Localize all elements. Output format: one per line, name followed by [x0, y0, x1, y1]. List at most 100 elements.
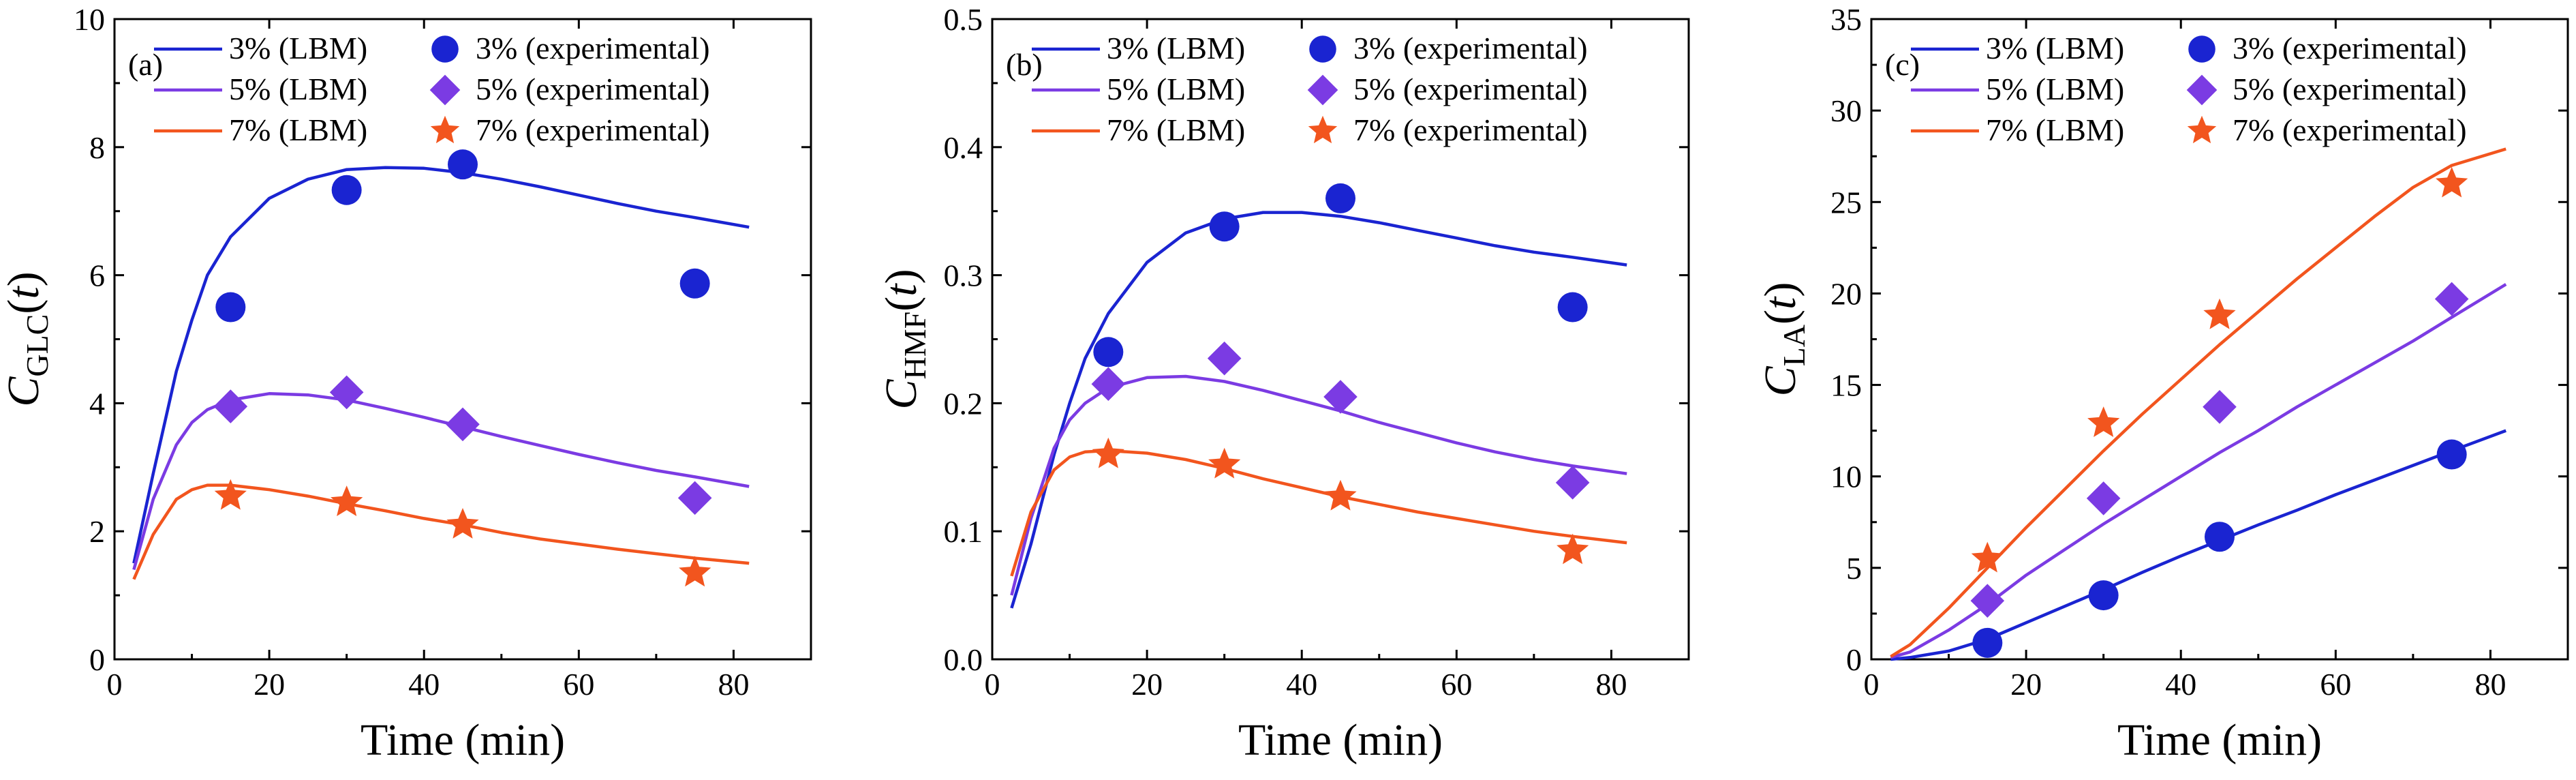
data-point-5pct: [2203, 389, 2237, 424]
x-tick-label: 80: [1595, 667, 1627, 702]
panel-label: (a): [128, 47, 163, 82]
x-axis-title: Time (min): [2117, 715, 2322, 765]
y-tick-label: 0.5: [944, 2, 983, 37]
data-point-3pct: [2205, 522, 2235, 552]
panel-c: 0 20 40 60 80 0 5 10 15 20 25 30 35 Time (min) CLA(t) (…: [1755, 2, 2569, 765]
data-point-3pct: [2088, 580, 2119, 611]
x-tick-label: 0: [1864, 667, 1880, 702]
plot-area: [1890, 147, 2507, 661]
legend: 3% (LBM) 5% (LBM) 7% (LBM) 3% (experimental…: [1032, 31, 1588, 147]
y-tick-label: 6: [89, 258, 105, 293]
legend-marker-swatch: [1309, 35, 1336, 63]
data-point-7pct: [2087, 406, 2120, 437]
legend-label: 5% (LBM): [1107, 72, 1245, 106]
data-point-3pct: [1972, 627, 2003, 658]
y-tick-label: 25: [1830, 185, 1862, 220]
data-point-5pct: [677, 481, 712, 515]
y-tick-label: 0.0: [944, 642, 983, 677]
panel-label: (b): [1006, 47, 1043, 82]
data-point-3pct: [215, 292, 246, 322]
data-point-5pct: [1323, 380, 1358, 414]
data-point-3pct: [448, 149, 478, 180]
y-tick-label: 30: [1830, 93, 1862, 128]
data-point-5pct: [446, 407, 480, 442]
x-tick-label: 20: [2010, 667, 2042, 702]
y-tick-label: 0: [89, 642, 105, 677]
legend-label: 5% (experimental): [476, 72, 710, 106]
data-point-7pct: [2203, 298, 2236, 329]
legend: 3% (LBM) 5% (LBM) 7% (LBM) 3% (experimental…: [154, 31, 710, 147]
x-tick-label: 60: [2320, 667, 2351, 702]
legend-label: 5% (experimental): [1353, 72, 1588, 106]
data-point-5pct: [1091, 367, 1126, 402]
legend-marker-swatch: [2186, 74, 2218, 106]
data-point-3pct: [1557, 292, 1588, 322]
y-tick-label: 10: [1830, 460, 1862, 494]
y-tick-label: 0.4: [944, 130, 983, 165]
data-point-3pct: [1093, 337, 1124, 368]
x-tick-label: 80: [2474, 667, 2506, 702]
series-line-3pct: [1010, 211, 1627, 609]
y-tick-label: 10: [74, 2, 105, 37]
data-point-7pct: [446, 508, 479, 539]
legend-marker-swatch: [1307, 74, 1338, 106]
y-tick-label: 0.1: [944, 514, 983, 549]
data-point-3pct: [1209, 211, 1240, 242]
x-tick-label: 0: [107, 667, 123, 702]
legend-label: 7% (experimental): [1353, 112, 1588, 147]
data-point-7pct: [1557, 533, 1589, 565]
series-line-5pct: [132, 392, 750, 571]
y-axis-title: CGLC(t): [0, 271, 55, 406]
y-tick-label: 8: [89, 130, 105, 165]
y-tick-label: 20: [1830, 276, 1862, 311]
data-point-3pct: [679, 268, 710, 299]
y-axis-title: CLA(t): [1755, 282, 1811, 397]
legend-label: 5% (LBM): [229, 72, 367, 106]
panel-label: (c): [1885, 47, 1920, 82]
y-tick-label: 5: [1846, 551, 1862, 586]
legend-label: 7% (LBM): [1986, 112, 2124, 147]
data-point-5pct: [1207, 341, 1242, 376]
legend-marker-swatch: [2187, 115, 2217, 144]
data-point-7pct: [679, 556, 711, 587]
y-tick-label: 4: [89, 386, 105, 421]
data-point-5pct: [329, 375, 364, 410]
legend-marker-swatch: [2188, 35, 2215, 63]
legend-label: 5% (experimental): [2233, 72, 2467, 106]
legend-marker-swatch: [429, 74, 461, 106]
legend: 3% (LBM) 5% (LBM) 7% (LBM) 3% (experimental…: [1911, 31, 2467, 147]
y-tick-label: 35: [1830, 2, 1862, 37]
legend-marker-swatch: [431, 35, 459, 63]
data-point-7pct: [2436, 166, 2468, 198]
x-tick-label: 80: [718, 667, 749, 702]
series-line-7pct: [1890, 147, 2506, 658]
x-tick-label: 40: [2165, 667, 2196, 702]
data-point-7pct: [1208, 447, 1241, 479]
data-point-5pct: [213, 389, 248, 423]
data-point-3pct: [1325, 183, 1355, 213]
y-tick-label: 0.2: [944, 386, 983, 421]
x-tick-label: 60: [1441, 667, 1472, 702]
data-point-5pct: [1970, 584, 2005, 618]
legend-label: 3% (LBM): [229, 31, 367, 65]
legend-label: 3% (experimental): [1353, 31, 1588, 65]
x-axis-title: Time (min): [1238, 715, 1443, 765]
data-point-3pct: [331, 175, 362, 205]
y-axis-title: CHMF(t): [876, 269, 932, 409]
y-tick-label: 15: [1830, 368, 1862, 403]
data-point-7pct: [214, 479, 247, 510]
x-tick-label: 20: [254, 667, 285, 702]
data-point-7pct: [1092, 437, 1124, 468]
data-point-7pct: [1971, 541, 2004, 573]
x-axis-title: Time (min): [361, 715, 565, 765]
series-line-5pct: [1890, 283, 2507, 659]
x-tick-label: 40: [408, 667, 440, 702]
x-tick-label: 40: [1286, 667, 1317, 702]
data-point-7pct: [331, 485, 363, 516]
x-tick-label: 0: [985, 667, 1000, 702]
legend-label: 7% (experimental): [2233, 112, 2467, 147]
data-point-5pct: [2434, 282, 2469, 316]
legend-label: 7% (LBM): [1107, 112, 1245, 147]
